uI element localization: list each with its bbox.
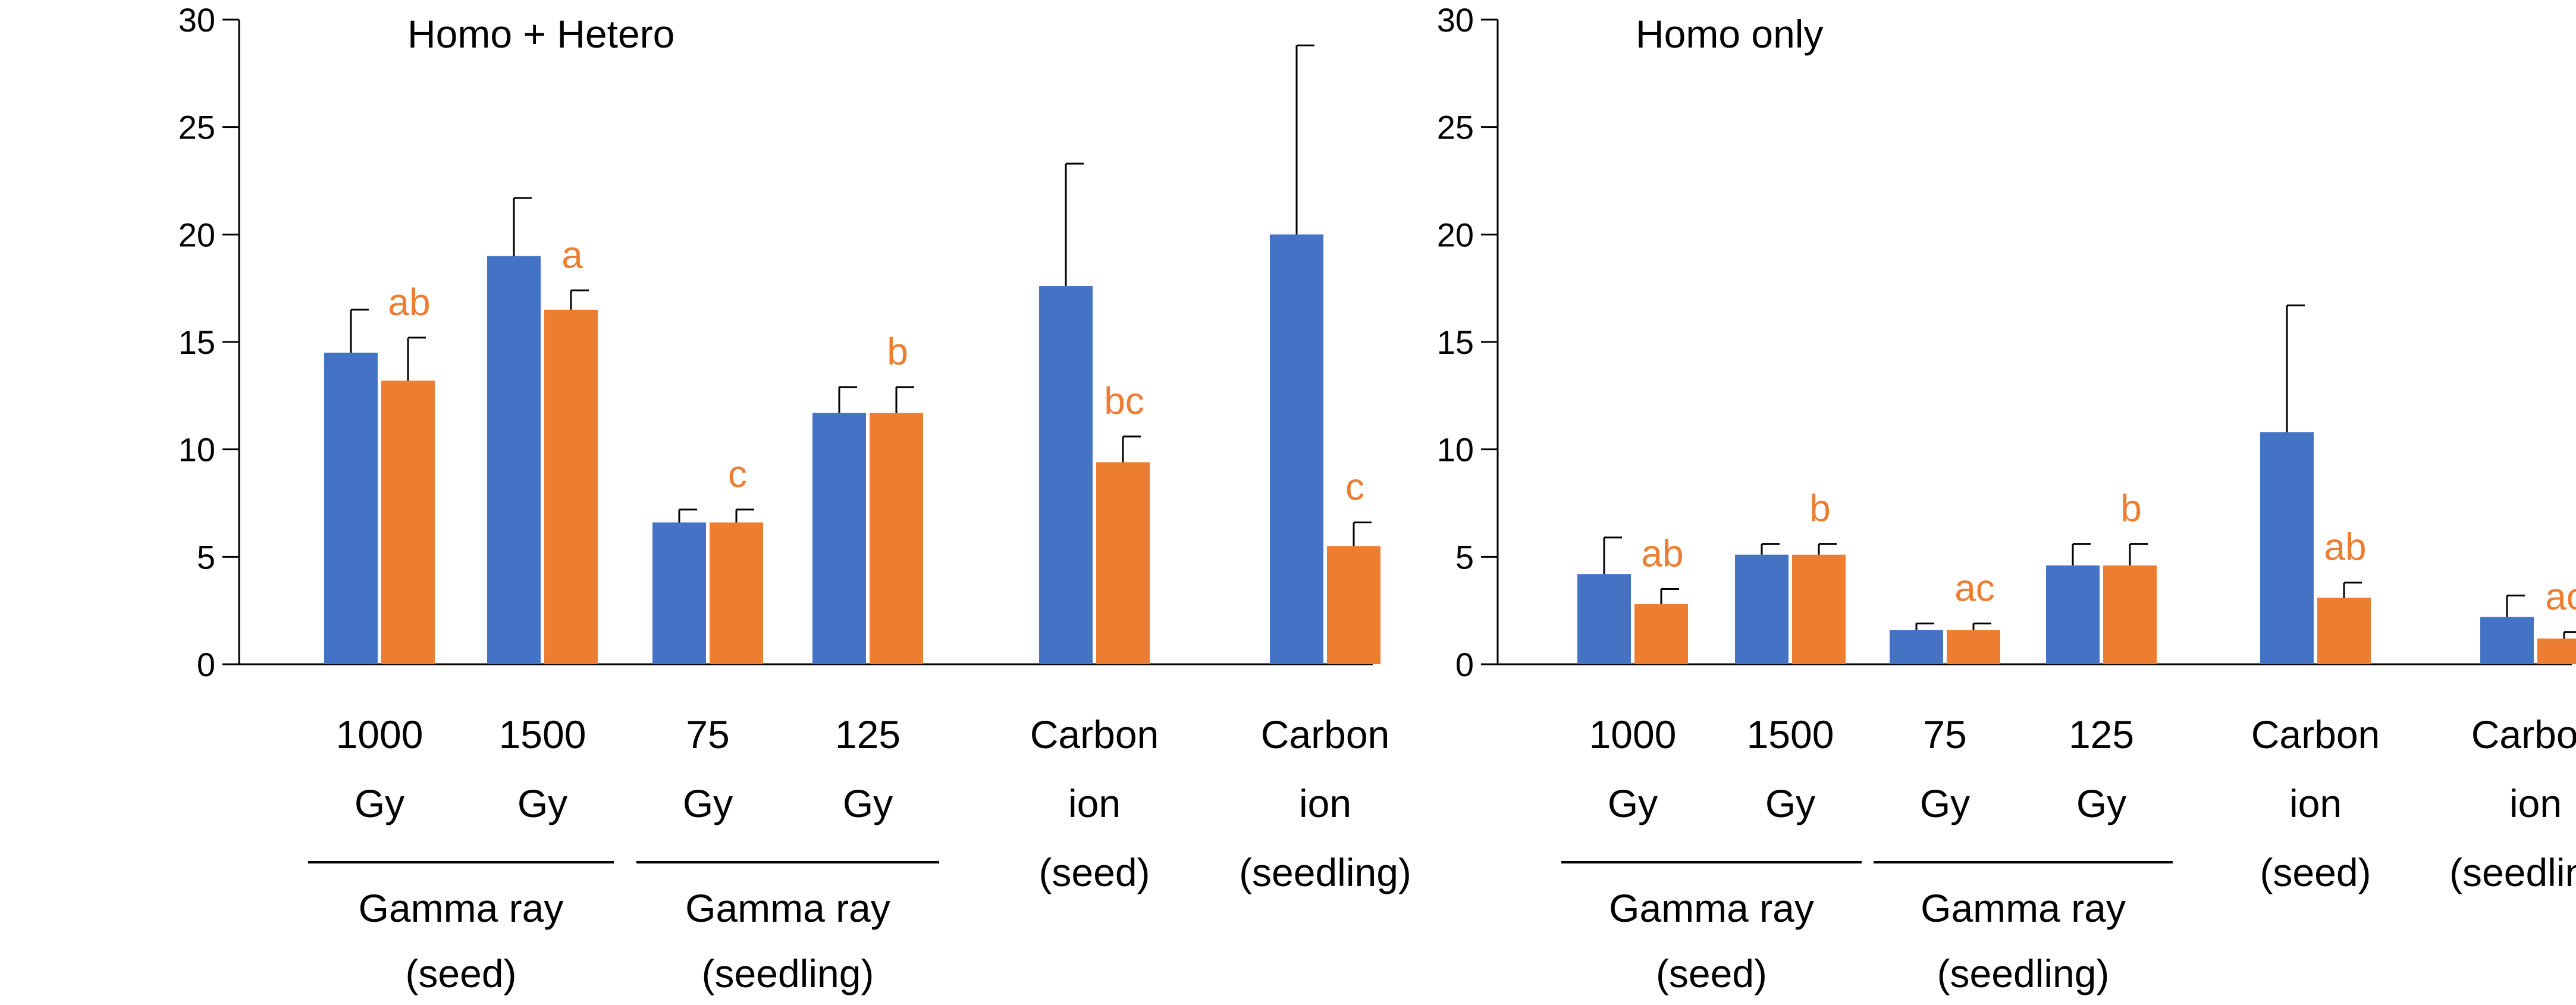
significance-label: c: [1345, 466, 1364, 508]
y-tick-label: 15: [178, 324, 215, 361]
bar-series-2: [1096, 462, 1150, 664]
x-tick-label: 1000: [336, 712, 423, 756]
bar-series-1: [2480, 617, 2534, 664]
x-tick-label: Carbon: [2471, 712, 2576, 756]
x-tick-label: Carbon: [1261, 712, 1389, 756]
significance-label: ab: [388, 281, 430, 324]
group-label: Gamma ray: [359, 886, 564, 930]
bar-series-2: [544, 309, 598, 664]
y-tick-label: 5: [197, 538, 215, 576]
group-label: (seedling): [1937, 951, 2110, 995]
significance-label: b: [887, 330, 908, 373]
significance-label: a: [561, 233, 583, 276]
x-tick-label: Gy: [2076, 781, 2126, 825]
bar-series-2: [1327, 546, 1380, 664]
bar-series-1: [1270, 234, 1323, 664]
group-label: Gamma ray: [685, 886, 890, 930]
x-tick-label: (seed): [2260, 850, 2371, 894]
bar-series-2: [381, 381, 435, 664]
bar-series-2: [1792, 554, 1846, 664]
significance-label: ac: [2545, 575, 2576, 618]
significance-label: bc: [1104, 379, 1144, 422]
x-tick-label: (seedling): [1239, 850, 1411, 894]
bar-series-1: [1039, 286, 1093, 664]
y-tick-label: 25: [1437, 109, 1474, 146]
x-tick-label: 125: [2069, 712, 2134, 756]
x-tick-label: Gy: [1608, 781, 1658, 825]
bar-series-1: [652, 522, 706, 664]
x-tick-label: ion: [2289, 781, 2342, 825]
bar-series-2: [2537, 638, 2576, 664]
y-tick-label: 0: [197, 646, 215, 683]
x-tick-label: ion: [2509, 781, 2562, 825]
y-tick-label: 15: [1437, 324, 1474, 361]
x-tick-label: Gy: [517, 781, 567, 825]
bar-series-2: [1634, 604, 1688, 664]
bar-series-1: [2260, 432, 2314, 664]
bar-series-1: [1577, 574, 1631, 664]
x-tick-label: 1000: [1589, 712, 1677, 756]
significance-label: b: [2120, 487, 2142, 530]
y-tick-label: 20: [1437, 216, 1474, 253]
panel-homo-only: 0 5 10 15 20 25 30 Homo only ab 1000 Gy b 1500 Gy ac 75…: [1437, 1, 2576, 894]
bar-series-1: [1735, 554, 1789, 664]
bar-series-2: [2103, 565, 2157, 664]
bar-series-2: [870, 413, 923, 664]
x-tick-label: 75: [1923, 712, 1966, 756]
x-tick-label: Gy: [683, 781, 733, 825]
bar-series-2: [1947, 630, 2000, 664]
x-tick-label: Carbon: [2251, 712, 2380, 756]
y-tick-label: 30: [178, 1, 215, 39]
bar-series-1: [1890, 630, 1943, 664]
significance-label: c: [728, 453, 747, 495]
significance-label: ab: [1641, 532, 1683, 575]
x-tick-label: ion: [1068, 781, 1121, 825]
y-tick-label: 20: [178, 216, 215, 253]
bar-series-1: [324, 353, 378, 664]
bar-series-1: [487, 256, 541, 664]
group-label: (seedling): [702, 951, 874, 995]
panel-title: Homo only: [1636, 12, 1823, 56]
x-tick-label: Gy: [354, 781, 404, 825]
group-label: (seed): [405, 951, 516, 995]
significance-label: ab: [2324, 526, 2366, 569]
x-tick-label: 1500: [1747, 712, 1834, 756]
bar-series-1: [2046, 565, 2100, 664]
bar-series-2: [2317, 597, 2371, 664]
x-tick-label: Gy: [1765, 781, 1815, 825]
x-tick-label: 125: [835, 712, 900, 756]
y-tick-label: 30: [1437, 1, 1474, 39]
y-tick-label: 0: [1455, 646, 1474, 683]
x-tick-label: Gy: [843, 781, 893, 825]
group-label: Gamma ray: [1609, 886, 1814, 930]
panel-homo-hetero: 0 5 10 15 20 25 30 Homo + Hetero ab 1000 Gy a 1500 Gy…: [178, 1, 1411, 894]
y-tick-label: 5: [1455, 538, 1474, 576]
bar-series-1: [812, 413, 866, 664]
significance-label: b: [1809, 487, 1831, 530]
x-tick-label: (seed): [1038, 850, 1150, 894]
x-tick-label: Carbon: [1030, 712, 1159, 756]
group-label: Gamma ray: [1921, 886, 2126, 930]
x-tick-label: Gy: [1920, 781, 1970, 825]
bar-series-2: [710, 522, 763, 664]
x-tick-label: 75: [686, 712, 729, 756]
group-labels: Gamma ray (seed) Gamma ray (seedling) Gamma …: [308, 861, 2173, 995]
panel-title: Homo + Hetero: [407, 12, 674, 56]
y-tick-label: 10: [1437, 431, 1474, 469]
y-tick-label: 10: [178, 431, 215, 469]
x-tick-label: ion: [1299, 781, 1351, 825]
group-label: (seed): [1656, 951, 1767, 995]
y-tick-label: 25: [178, 109, 215, 146]
x-tick-label: (seedling): [2449, 850, 2576, 894]
x-tick-label: 1500: [499, 712, 586, 756]
significance-label: ac: [1954, 566, 1995, 609]
